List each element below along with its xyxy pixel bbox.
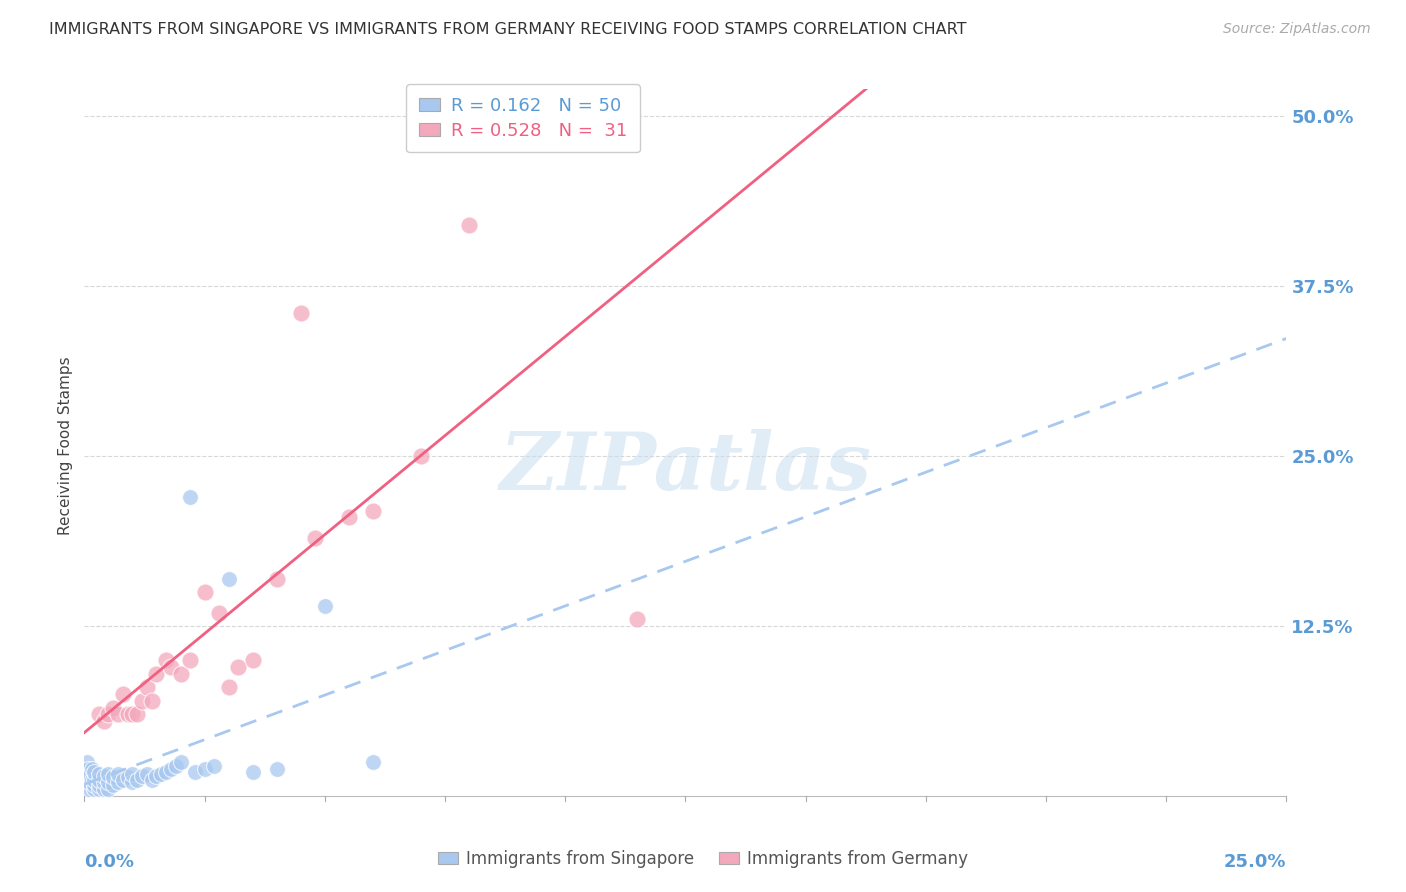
Point [155,764,177,779]
Point [117,707,139,722]
Point [121,775,143,789]
Point [530,123,553,137]
Point [111,687,134,701]
Point [76,755,98,769]
Point [121,767,143,781]
Point [361,503,384,517]
Point [160,660,183,674]
Point [77,775,100,789]
Point [179,653,201,667]
Point [87,782,110,797]
Point [218,680,240,694]
Point [107,767,129,781]
Point [127,707,149,722]
Point [184,764,207,779]
Point [194,585,217,599]
Point [107,775,129,789]
Point [117,770,139,784]
Point [150,767,173,781]
Point [135,680,157,694]
Point [127,772,149,787]
Point [361,755,384,769]
Point [155,653,177,667]
Point [226,660,249,674]
Point [169,666,191,681]
Point [80,762,103,776]
Point [97,707,120,722]
Point [218,572,240,586]
Point [626,612,648,626]
Point [242,764,264,779]
Point [77,769,100,783]
Point [83,772,105,787]
Point [93,775,115,789]
Point [76,762,98,776]
Point [337,510,360,524]
Text: 0.0%: 0.0% [84,853,135,871]
Point [314,599,336,613]
Point [194,762,217,776]
Point [103,770,125,784]
Point [93,782,115,797]
Point [145,769,167,783]
Point [87,767,110,781]
Point [266,572,288,586]
Y-axis label: Receiving Food Stamps: Receiving Food Stamps [58,357,73,535]
Point [103,700,125,714]
Point [208,606,231,620]
Text: 25.0%: 25.0% [1225,853,1286,871]
Point [141,694,163,708]
Point [145,666,167,681]
Point [103,778,125,792]
Point [97,767,120,781]
Point [202,759,225,773]
Point [107,707,129,722]
Legend: R = 0.162   N = 50, R = 0.528   N =  31: R = 0.162 N = 50, R = 0.528 N = 31 [406,84,640,153]
Point [83,782,105,797]
Point [80,772,103,787]
Point [87,772,110,787]
Point [169,755,191,769]
Point [93,769,115,783]
Point [93,714,115,729]
Point [77,769,100,783]
Point [77,782,100,797]
Point [76,762,98,776]
Point [135,767,157,781]
Point [179,490,201,504]
Point [165,759,187,773]
Point [409,449,432,463]
Point [97,782,120,797]
Point [111,772,134,787]
Point [131,769,153,783]
Text: IMMIGRANTS FROM SINGAPORE VS IMMIGRANTS FROM GERMANY RECEIVING FOOD STAMPS CORRE: IMMIGRANTS FROM SINGAPORE VS IMMIGRANTS … [49,22,967,37]
Point [87,778,110,792]
Text: Source: ZipAtlas.com: Source: ZipAtlas.com [1223,22,1371,37]
Point [304,531,326,545]
Point [290,306,312,320]
Point [266,762,288,776]
Point [141,772,163,787]
Point [97,775,120,789]
Point [83,778,105,792]
Point [242,653,264,667]
Point [121,707,143,722]
Point [83,764,105,779]
Legend: Immigrants from Singapore, Immigrants from Germany: Immigrants from Singapore, Immigrants fr… [430,844,976,875]
Point [131,694,153,708]
Point [458,218,481,232]
Point [160,762,183,776]
Text: ZIPatlas: ZIPatlas [499,429,872,506]
Point [87,707,110,722]
